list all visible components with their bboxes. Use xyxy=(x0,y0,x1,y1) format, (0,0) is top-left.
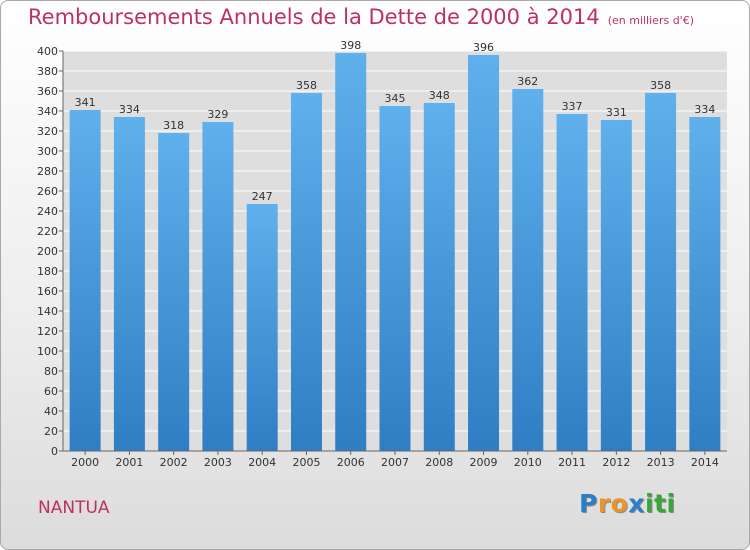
y-tick-label: 40 xyxy=(44,405,58,418)
x-tick-label: 2011 xyxy=(558,456,586,469)
x-tick-label: 2013 xyxy=(647,456,675,469)
bar-2007 xyxy=(379,106,411,451)
y-tick-label: 360 xyxy=(37,85,58,98)
x-tick-label: 2012 xyxy=(602,456,630,469)
bar-value-label: 247 xyxy=(252,190,273,203)
y-tick-label: 380 xyxy=(37,65,58,78)
bar-2005 xyxy=(290,93,322,451)
logo-letter: x xyxy=(628,489,645,518)
x-tick-label: 2001 xyxy=(115,456,143,469)
bar-value-label: 334 xyxy=(694,103,715,116)
x-tick-label: 2005 xyxy=(292,456,320,469)
bar-2009 xyxy=(468,55,500,451)
bar-2003 xyxy=(202,122,234,451)
bar-2000 xyxy=(69,110,101,451)
logo-letter: P xyxy=(579,489,598,518)
x-tick-label: 2007 xyxy=(381,456,409,469)
y-tick-label: 300 xyxy=(37,145,58,158)
x-tick-label: 2014 xyxy=(691,456,719,469)
y-tick-label: 240 xyxy=(37,205,58,218)
bar-2010 xyxy=(512,89,544,451)
bar-value-label: 348 xyxy=(429,89,450,102)
x-tick-label: 2000 xyxy=(71,456,99,469)
bar-value-label: 337 xyxy=(562,100,583,113)
bar-2004 xyxy=(246,204,278,451)
bar-2012 xyxy=(600,120,632,451)
bar-value-label: 358 xyxy=(650,79,671,92)
chart-title-text: Remboursements Annuels de la Dette de 20… xyxy=(28,5,600,29)
y-tick-label: 260 xyxy=(37,185,58,198)
y-tick-label: 160 xyxy=(37,285,58,298)
y-tick-label: 60 xyxy=(44,385,58,398)
y-tick-label: 120 xyxy=(37,325,58,338)
x-tick-label: 2009 xyxy=(470,456,498,469)
y-tick-label: 220 xyxy=(37,225,58,238)
x-tick-label: 2008 xyxy=(425,456,453,469)
y-tick-label: 200 xyxy=(37,245,58,258)
x-axis: 2000 2001 2002 2003 2004 2005 2006 2007 2008 2009… xyxy=(63,450,727,469)
bar-2011 xyxy=(556,114,588,451)
x-tick-label: 2004 xyxy=(248,456,276,469)
x-tick-label: 2010 xyxy=(514,456,542,469)
y-tick-label: 340 xyxy=(37,105,58,118)
y-tick-label: 80 xyxy=(44,365,58,378)
y-tick-label: 280 xyxy=(37,165,58,178)
chart-title: Remboursements Annuels de la Dette de 20… xyxy=(28,5,694,29)
bar-value-label: 396 xyxy=(473,41,494,54)
bar-2006 xyxy=(335,53,367,451)
y-tick-label: 400 xyxy=(37,45,58,58)
bar-value-label: 358 xyxy=(296,79,317,92)
y-tick-label: 0 xyxy=(51,445,58,458)
bar-value-label: 341 xyxy=(75,96,96,109)
bar-value-label: 362 xyxy=(517,75,538,88)
y-axis: 0 20 40 60 80 100 120 140 160 180 200 220 240 260 280 3… xyxy=(37,45,64,458)
y-tick-label: 20 xyxy=(44,425,58,438)
y-tick-label: 180 xyxy=(37,265,58,278)
bar-2001 xyxy=(113,117,145,451)
bar-2002 xyxy=(158,133,190,451)
bar-value-label: 398 xyxy=(340,39,361,52)
bars: 341 334 318 329 247 358 398 345 348 396 362 337 331 3… xyxy=(69,39,721,451)
y-tick-label: 140 xyxy=(37,305,58,318)
y-tick-label: 100 xyxy=(37,345,58,358)
logo-letter: i xyxy=(645,489,655,518)
unit-note: (en milliers d'€) xyxy=(607,14,694,27)
x-tick-label: 2002 xyxy=(160,456,188,469)
bar-value-label: 334 xyxy=(119,103,140,116)
logo-letter: o xyxy=(610,489,629,518)
y-tick-label: 320 xyxy=(37,125,58,138)
logo-letter: t xyxy=(654,489,667,518)
bar-2014 xyxy=(689,117,721,451)
bar-value-label: 331 xyxy=(606,106,627,119)
logo-letter: r xyxy=(597,489,611,518)
x-tick-label: 2006 xyxy=(337,456,365,469)
bar-value-label: 345 xyxy=(385,92,406,105)
bar-value-label: 318 xyxy=(163,119,184,132)
place-name: NANTUA xyxy=(38,498,110,518)
x-tick-label: 2003 xyxy=(204,456,232,469)
bar-2008 xyxy=(423,103,455,451)
bar-2013 xyxy=(645,93,677,451)
proxiti-logo[interactable]: Proxiti xyxy=(579,489,676,518)
bar-value-label: 329 xyxy=(207,108,228,121)
logo-letter: i xyxy=(666,489,676,518)
